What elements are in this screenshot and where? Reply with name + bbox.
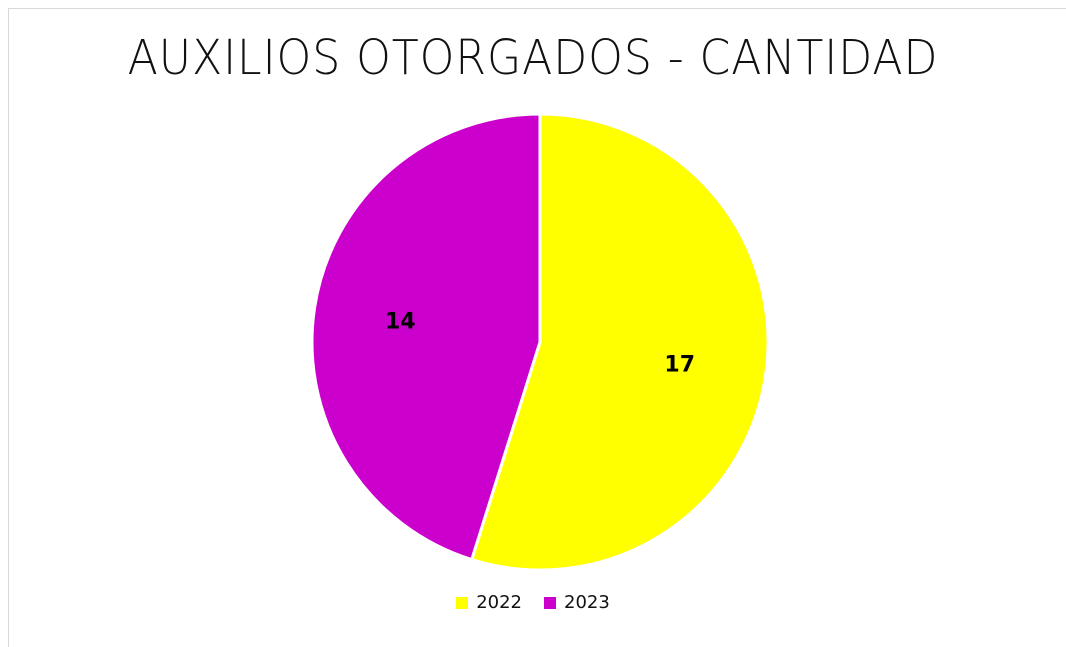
pie-slice-2023: [310, 112, 542, 562]
legend-item-2023: 2023: [544, 592, 610, 613]
legend: 2022 2023: [0, 592, 1066, 613]
data-label-2022: 17: [664, 352, 695, 377]
chart-title: AUXILIOS OTORGADOS - CANTIDAD: [127, 30, 939, 86]
legend-swatch-2023: [544, 596, 556, 609]
legend-swatch-2022: [456, 596, 469, 609]
pie-slices: [310, 112, 770, 572]
legend-item-2022: 2022: [456, 592, 522, 613]
legend-label-2023: 2023: [564, 592, 610, 613]
legend-label-2022: 2022: [476, 592, 522, 613]
pie-slice-2022: [469, 112, 770, 572]
data-label-2023: 14: [385, 310, 416, 335]
